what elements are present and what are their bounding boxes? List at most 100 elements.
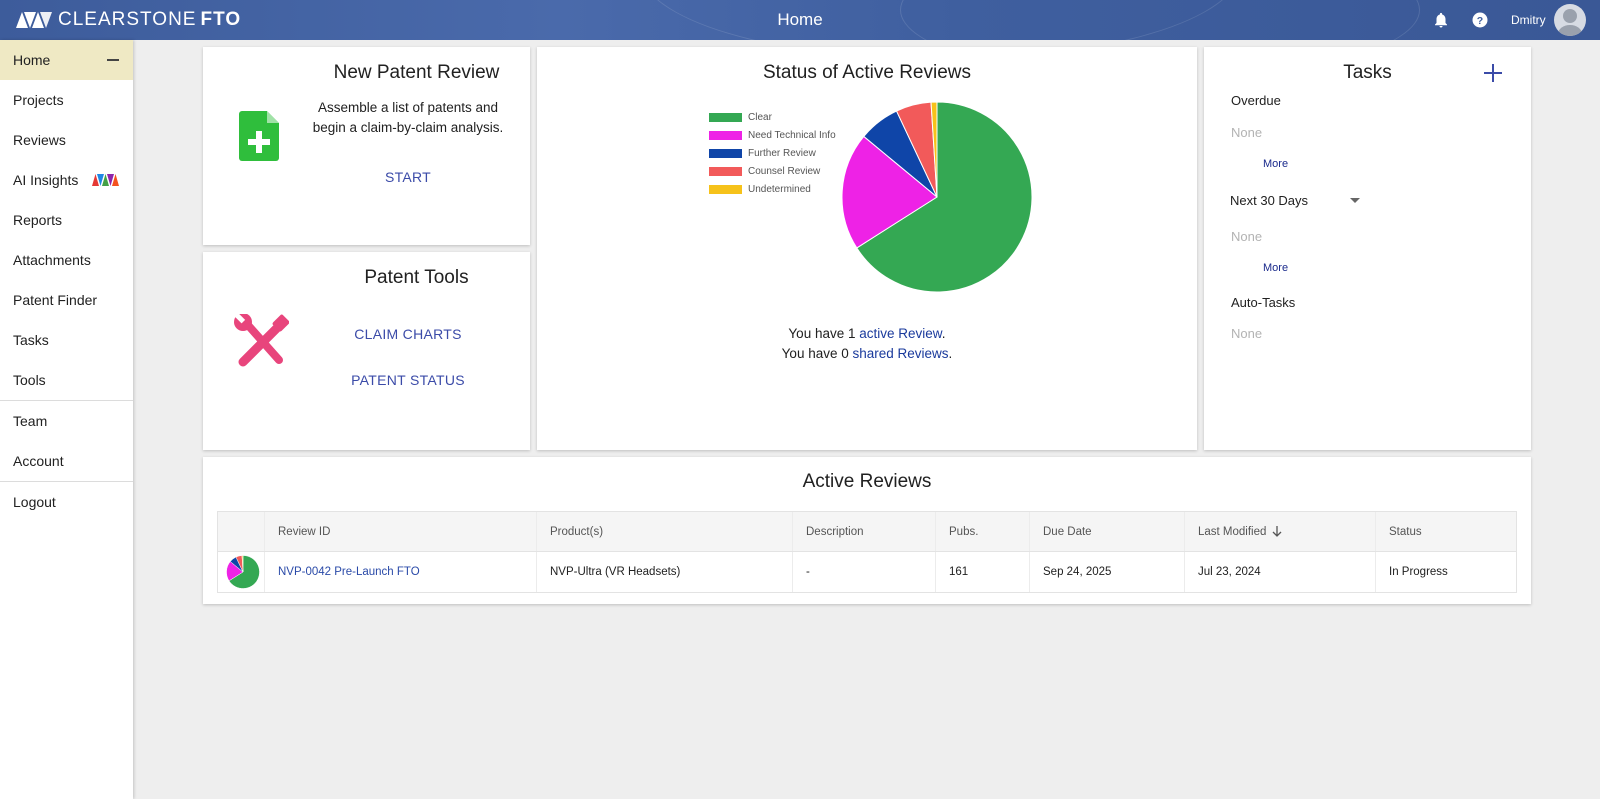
- legend-label: Further Review: [748, 147, 816, 159]
- user-name[interactable]: Dmitry: [1511, 13, 1546, 27]
- sidebar-item-reports[interactable]: Reports: [0, 200, 133, 240]
- user-avatar-icon: [1558, 9, 1582, 36]
- page-title: Home: [777, 10, 823, 29]
- review-id-cell: NVP-0042 Pre-Launch FTO: [265, 552, 537, 592]
- pie-slice-undetermined: [241, 555, 244, 573]
- task-range-value: Next 30 Days: [1230, 193, 1309, 208]
- range-more-link[interactable]: More: [1263, 262, 1289, 274]
- collapse-icon[interactable]: [107, 59, 119, 61]
- status-cell: In Progress: [1389, 566, 1448, 578]
- sidebar: Home Projects Reviews AI Insights Report…: [0, 40, 133, 799]
- legend-swatch: [709, 112, 742, 122]
- overdue-label: Overdue: [1231, 93, 1281, 108]
- pie-slice-need-technical-info[interactable]: [841, 135, 938, 249]
- top-bar: CLEARSTONE FTO Home ? Dmitry: [0, 0, 1600, 40]
- legend-label: Need Technical Info: [748, 129, 836, 141]
- sidebar-item-logout[interactable]: Logout: [0, 482, 133, 522]
- legend-item[interactable]: Further Review: [709, 144, 836, 162]
- column-header-review-id[interactable]: Review ID: [265, 512, 537, 551]
- sidebar-item-home[interactable]: Home: [0, 40, 133, 80]
- pie-slice-undetermined[interactable]: [930, 101, 938, 198]
- review-id-link[interactable]: NVP-0042 Pre-Launch FTO: [278, 566, 420, 578]
- legend-swatch: [709, 148, 742, 158]
- auto-tasks-none: None: [1231, 326, 1263, 341]
- overdue-more-link[interactable]: More: [1263, 158, 1289, 170]
- shared-reviews-line: You have 0 shared Reviews.: [781, 346, 953, 361]
- sidebar-item-label: Team: [13, 413, 48, 429]
- sidebar-item-label: Logout: [13, 494, 56, 510]
- task-range-select[interactable]: Next 30 Days: [1230, 193, 1370, 213]
- patent-tools-card: Patent Tools CLAIM CHARTS PATENT STATUS: [203, 252, 530, 450]
- sidebar-item-reviews[interactable]: Reviews: [0, 120, 133, 160]
- sidebar-item-team[interactable]: Team: [0, 401, 133, 441]
- notification-bell-icon[interactable]: [1432, 11, 1450, 29]
- pubs-cell: 161: [936, 552, 1030, 592]
- active-reviews-line: You have 1 active Review.: [788, 326, 946, 341]
- legend-label: Counsel Review: [748, 165, 821, 177]
- table-row[interactable]: NVP-0042 Pre-Launch FTO NVP-Ultra (VR He…: [218, 552, 1516, 592]
- table-header-chart: [218, 512, 265, 551]
- due-date-cell: Sep 24, 2025: [1030, 552, 1185, 592]
- sidebar-item-label: Tasks: [13, 332, 49, 348]
- description-line: Assemble a list of patents and: [317, 100, 499, 115]
- column-header-label: Last Modified: [1198, 525, 1267, 538]
- shared-reviews-link[interactable]: shared Reviews: [852, 346, 949, 361]
- legend-item[interactable]: Counsel Review: [709, 162, 836, 180]
- app-logo[interactable]: CLEARSTONE FTO: [16, 9, 241, 31]
- sidebar-item-label: Tools: [13, 372, 46, 388]
- tasks-card: Tasks Overdue None More Next 30 Days Non…: [1204, 47, 1531, 450]
- tools-icon: [234, 314, 289, 367]
- sidebar-item-attachments[interactable]: Attachments: [0, 240, 133, 280]
- description-line: begin a claim-by-claim analysis.: [312, 120, 504, 135]
- patent-status-button[interactable]: PATENT STATUS: [351, 372, 465, 388]
- sidebar-divider: [0, 400, 133, 401]
- chart-legend: Clear Need Technical Info Further Review Co…: [709, 108, 836, 198]
- legend-item[interactable]: Undetermined: [709, 180, 836, 198]
- legend-swatch: [709, 166, 742, 176]
- column-header-status[interactable]: Status: [1389, 525, 1422, 538]
- sidebar-item-tasks[interactable]: Tasks: [0, 320, 133, 360]
- column-header-pubs[interactable]: Pubs.: [936, 512, 1030, 551]
- new-review-title: New Patent Review: [333, 62, 500, 83]
- tasks-title: Tasks: [1343, 62, 1392, 83]
- legend-label: Undetermined: [748, 183, 811, 195]
- start-button[interactable]: START: [384, 169, 432, 185]
- chevron-down-icon: [1350, 198, 1360, 203]
- add-task-icon[interactable]: [1484, 64, 1502, 82]
- sidebar-item-label: Account: [13, 453, 64, 469]
- last-modified-cell: Jul 23, 2024: [1185, 552, 1376, 592]
- sidebar-item-patent-finder[interactable]: Patent Finder: [0, 280, 133, 320]
- new-review-card: New Patent Review Assemble a list of pat…: [203, 47, 530, 245]
- sidebar-item-tools[interactable]: Tools: [0, 360, 133, 400]
- patent-tools-title: Patent Tools: [364, 267, 469, 288]
- claim-charts-button[interactable]: CLAIM CHARTS: [354, 326, 462, 342]
- auto-tasks-label: Auto-Tasks: [1231, 295, 1296, 310]
- column-header-due-date[interactable]: Due Date: [1030, 512, 1185, 551]
- new-document-icon[interactable]: [239, 111, 279, 161]
- sidebar-divider: [0, 481, 133, 482]
- logo-text: CLEARSTONE FTO: [58, 9, 242, 30]
- column-header-description[interactable]: Description: [793, 512, 936, 551]
- help-icon[interactable]: ?: [1471, 11, 1489, 29]
- status-pie-chart[interactable]: [841, 101, 1033, 293]
- legend-item[interactable]: Need Technical Info: [709, 126, 836, 144]
- column-header-last-modified[interactable]: Last Modified: [1185, 512, 1376, 551]
- sidebar-item-ai-insights[interactable]: AI Insights: [0, 160, 133, 200]
- legend-item[interactable]: Clear: [709, 108, 836, 126]
- row-mini-chart-cell: [218, 552, 265, 592]
- sidebar-item-account[interactable]: Account: [0, 441, 133, 481]
- table-header-row: Review ID Product(s) Description Pubs. D…: [218, 512, 1516, 552]
- sidebar-item-label: Attachments: [13, 252, 91, 268]
- new-review-description: Assemble a list of patents and begin a c…: [303, 98, 513, 138]
- sidebar-item-label: Reports: [13, 212, 63, 228]
- active-review-link[interactable]: active Review: [859, 326, 942, 341]
- sidebar-item-label: Patent Finder: [13, 292, 98, 308]
- sidebar-item-label: Reviews: [13, 132, 66, 148]
- description-cell: -: [793, 552, 936, 592]
- pie-slice-clear[interactable]: [856, 101, 1033, 293]
- column-header-products[interactable]: Product(s): [537, 512, 793, 551]
- status-title: Status of Active Reviews: [762, 62, 972, 83]
- sidebar-item-projects[interactable]: Projects: [0, 80, 133, 120]
- avatar[interactable]: [1554, 4, 1586, 36]
- sidebar-item-label: AI Insights: [13, 172, 79, 188]
